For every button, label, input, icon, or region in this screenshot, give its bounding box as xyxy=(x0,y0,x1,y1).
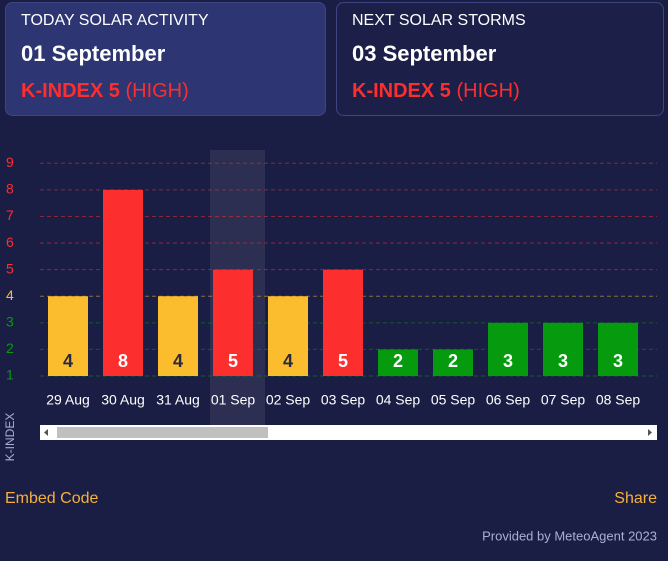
bar-value-label: 3 xyxy=(613,351,623,371)
bar xyxy=(268,296,308,376)
x-tick-label: 05 Sep xyxy=(431,392,476,408)
card-heading: TODAY SOLAR ACTIVITY xyxy=(21,12,209,29)
y-tick-label: 1 xyxy=(6,367,14,383)
y-tick-label: 3 xyxy=(6,314,14,330)
bar-value-label: 5 xyxy=(338,351,348,371)
bar-value-label: 4 xyxy=(283,351,293,371)
card-date: 01 September xyxy=(21,41,166,66)
x-tick-label: 02 Sep xyxy=(266,392,311,408)
y-tick-label: 6 xyxy=(6,234,14,250)
x-tick-label: 08 Sep xyxy=(596,392,641,408)
y-tick-label: 4 xyxy=(6,287,14,303)
bar-value-label: 3 xyxy=(558,351,568,371)
card-index: K-INDEX 5 (HIGH) xyxy=(21,80,189,102)
bar xyxy=(48,296,88,376)
x-tick-label: 29 Aug xyxy=(46,392,90,408)
y-tick-label: 9 xyxy=(6,154,14,170)
level-text: (HIGH) xyxy=(456,80,519,102)
index-text: K-INDEX 5 xyxy=(21,80,120,102)
y-axis-label: K-INDEX xyxy=(3,413,17,462)
bar-value-label: 5 xyxy=(228,351,238,371)
today-card xyxy=(5,2,326,116)
chart: 1 2 3 4 5 6 7 8 9 29 Aug 4 30 Aug 8 31 Aug 4 01 Sep 5 02 … xyxy=(6,150,657,425)
x-tick-label: 30 Aug xyxy=(101,392,145,408)
bar-value-label: 4 xyxy=(63,351,73,371)
x-tick-label: 06 Sep xyxy=(486,392,531,408)
x-tick-label: 03 Sep xyxy=(321,392,366,408)
bar xyxy=(323,269,363,376)
embed-link[interactable]: Embed Code xyxy=(5,490,98,507)
index-text: K-INDEX 5 xyxy=(352,80,451,102)
scroll-right[interactable] xyxy=(648,429,652,436)
bar-value-label: 2 xyxy=(393,351,403,371)
bar xyxy=(543,322,583,376)
share-link[interactable]: Share xyxy=(614,490,657,507)
level-text: (HIGH) xyxy=(125,80,188,102)
y-tick-label: 7 xyxy=(6,207,14,223)
bar-value-label: 8 xyxy=(118,351,128,371)
x-tick-label: 31 Aug xyxy=(156,392,200,408)
y-tick-label: 8 xyxy=(6,181,14,197)
bar xyxy=(598,322,638,376)
card-index: K-INDEX 5 (HIGH) xyxy=(352,80,520,102)
bar-value-label: 2 xyxy=(448,351,458,371)
storm-card xyxy=(336,2,664,116)
bar xyxy=(103,189,143,376)
x-tick-label: 04 Sep xyxy=(376,392,421,408)
x-tick-label: 01 Sep xyxy=(211,392,256,408)
y-tick-label: 2 xyxy=(6,340,14,356)
bar xyxy=(378,349,418,376)
bar xyxy=(433,349,473,376)
bar xyxy=(488,322,528,376)
card-date: 03 September xyxy=(352,41,497,66)
scroll-left[interactable] xyxy=(44,429,48,436)
footer: Provided by MeteoAgent 2023 xyxy=(482,528,657,543)
bar xyxy=(213,269,253,376)
bar-value-label: 3 xyxy=(503,351,513,371)
bar xyxy=(158,296,198,376)
bar-value-label: 4 xyxy=(173,351,183,371)
x-tick-label: 07 Sep xyxy=(541,392,586,408)
y-tick-label: 5 xyxy=(6,260,14,276)
card-heading: NEXT SOLAR STORMS xyxy=(352,12,526,29)
scrollbar-thumb[interactable] xyxy=(57,427,268,438)
